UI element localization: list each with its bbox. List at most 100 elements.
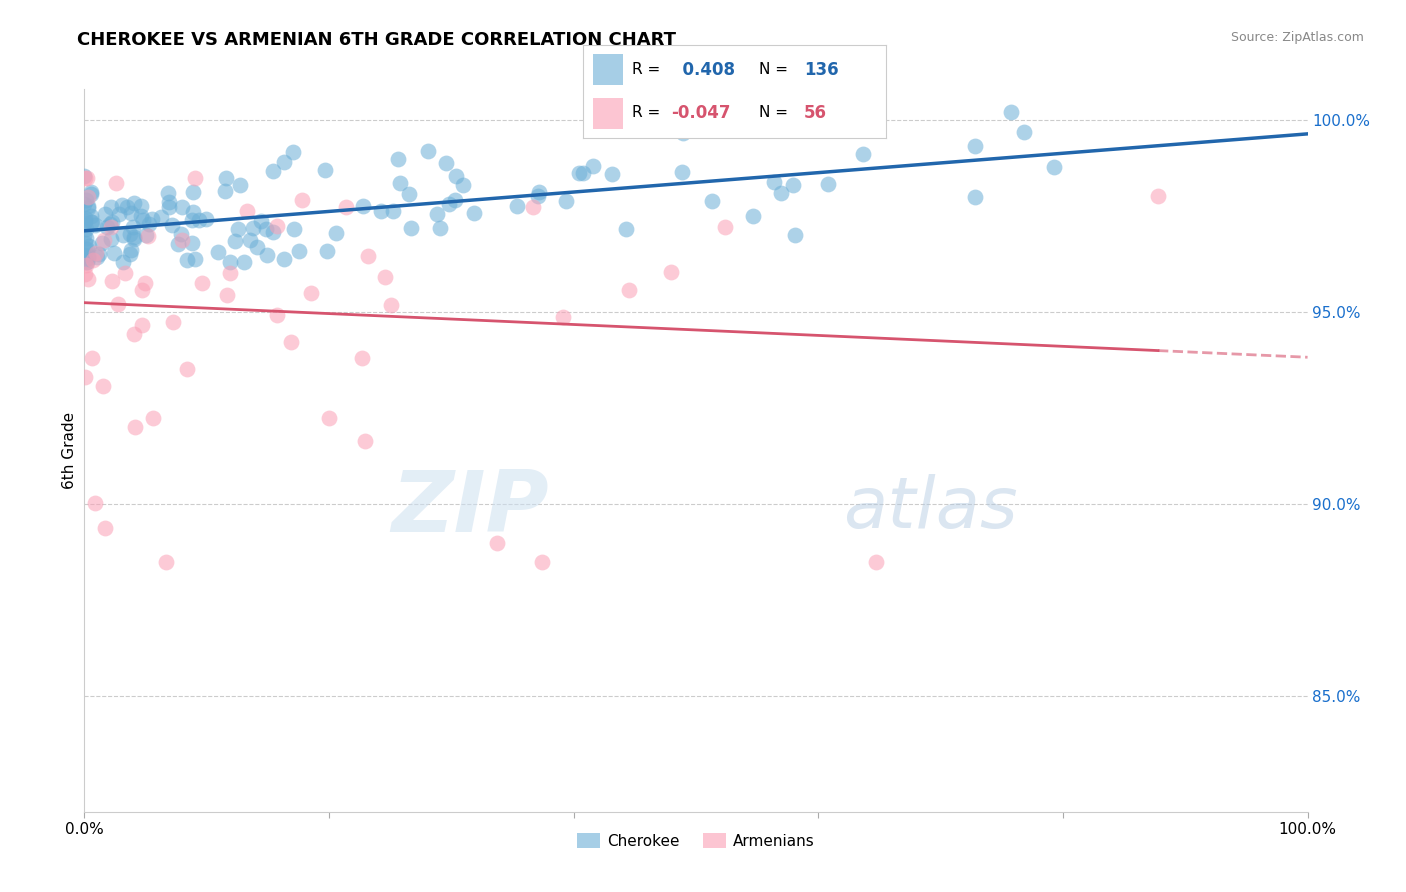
Point [84,245,107,260]
Point [214,184,236,198]
Point [176,361,198,376]
Point [134,227,156,242]
Point [195,211,218,226]
Point [75,222,97,236]
Point [77,272,100,286]
Point [239,233,262,247]
Point [714,220,737,235]
Point [107,297,129,311]
Point [582,159,605,173]
Point [183,170,205,185]
Point [602,167,624,181]
Point [124,420,146,434]
Point [187,213,209,227]
Point [551,310,574,324]
Point [1000,105,1022,120]
Point [426,207,449,221]
Point [429,221,451,235]
Point [399,221,422,235]
Point [73,242,96,256]
Point [527,188,550,202]
Point [219,266,242,280]
Point [568,165,591,179]
Point [103,246,125,260]
Point [283,145,305,159]
Point [380,298,402,312]
Point [266,308,288,322]
Legend: Cherokee, Armenians: Cherokee, Armenians [571,827,821,855]
Point [115,201,138,215]
Point [617,284,640,298]
Point [87,246,110,260]
Text: CHEROKEE VS ARMENIAN 6TH GRADE CORRELATION CHART: CHEROKEE VS ARMENIAN 6TH GRADE CORRELATI… [77,31,676,49]
Text: Source: ZipAtlas.com: Source: ZipAtlas.com [1230,31,1364,45]
Text: N =: N = [759,105,793,120]
Point [80,186,103,201]
Point [104,176,127,190]
Point [418,144,440,158]
Point [73,253,96,268]
Point [325,226,347,240]
Point [207,245,229,260]
Point [129,199,152,213]
Point [318,411,340,425]
Point [242,220,264,235]
Point [262,163,284,178]
Point [571,166,593,180]
Point [215,171,238,186]
Point [75,214,97,228]
Point [1147,189,1170,203]
Point [75,255,97,269]
Point [1042,160,1064,174]
Point [314,163,336,178]
Point [122,232,145,246]
Point [439,197,461,211]
Point [93,207,115,221]
Point [86,250,108,264]
Point [283,222,305,236]
Point [1012,125,1035,139]
Point [84,218,107,232]
Point [287,244,309,258]
Point [100,232,122,246]
Point [224,234,246,248]
Point [76,249,98,263]
Point [98,217,121,231]
Point [280,335,302,350]
Y-axis label: 6th Grade: 6th Grade [62,412,77,489]
Point [118,227,141,241]
Point [451,178,474,193]
Point [114,266,136,280]
Text: ZIP: ZIP [391,467,550,549]
Point [742,209,765,223]
Point [443,193,465,207]
Point [527,185,550,199]
Point [94,521,117,535]
Point [157,200,180,214]
Point [522,201,544,215]
Point [446,169,468,184]
Point [75,370,97,384]
Point [356,249,378,263]
Point [246,239,269,253]
Point [817,177,839,191]
Point [180,212,202,227]
Point [75,230,97,244]
Point [122,327,145,342]
Point [172,233,194,247]
Point [73,267,96,281]
Point [273,155,295,169]
Point [191,276,214,290]
Point [266,219,288,233]
Point [79,185,101,199]
Point [226,222,249,236]
Point [96,219,118,234]
Point [170,200,193,214]
Point [120,243,142,257]
Point [256,248,278,262]
Point [176,252,198,267]
Point [299,286,322,301]
Text: atlas: atlas [842,474,1018,542]
Point [75,236,97,251]
Text: 136: 136 [804,61,839,78]
